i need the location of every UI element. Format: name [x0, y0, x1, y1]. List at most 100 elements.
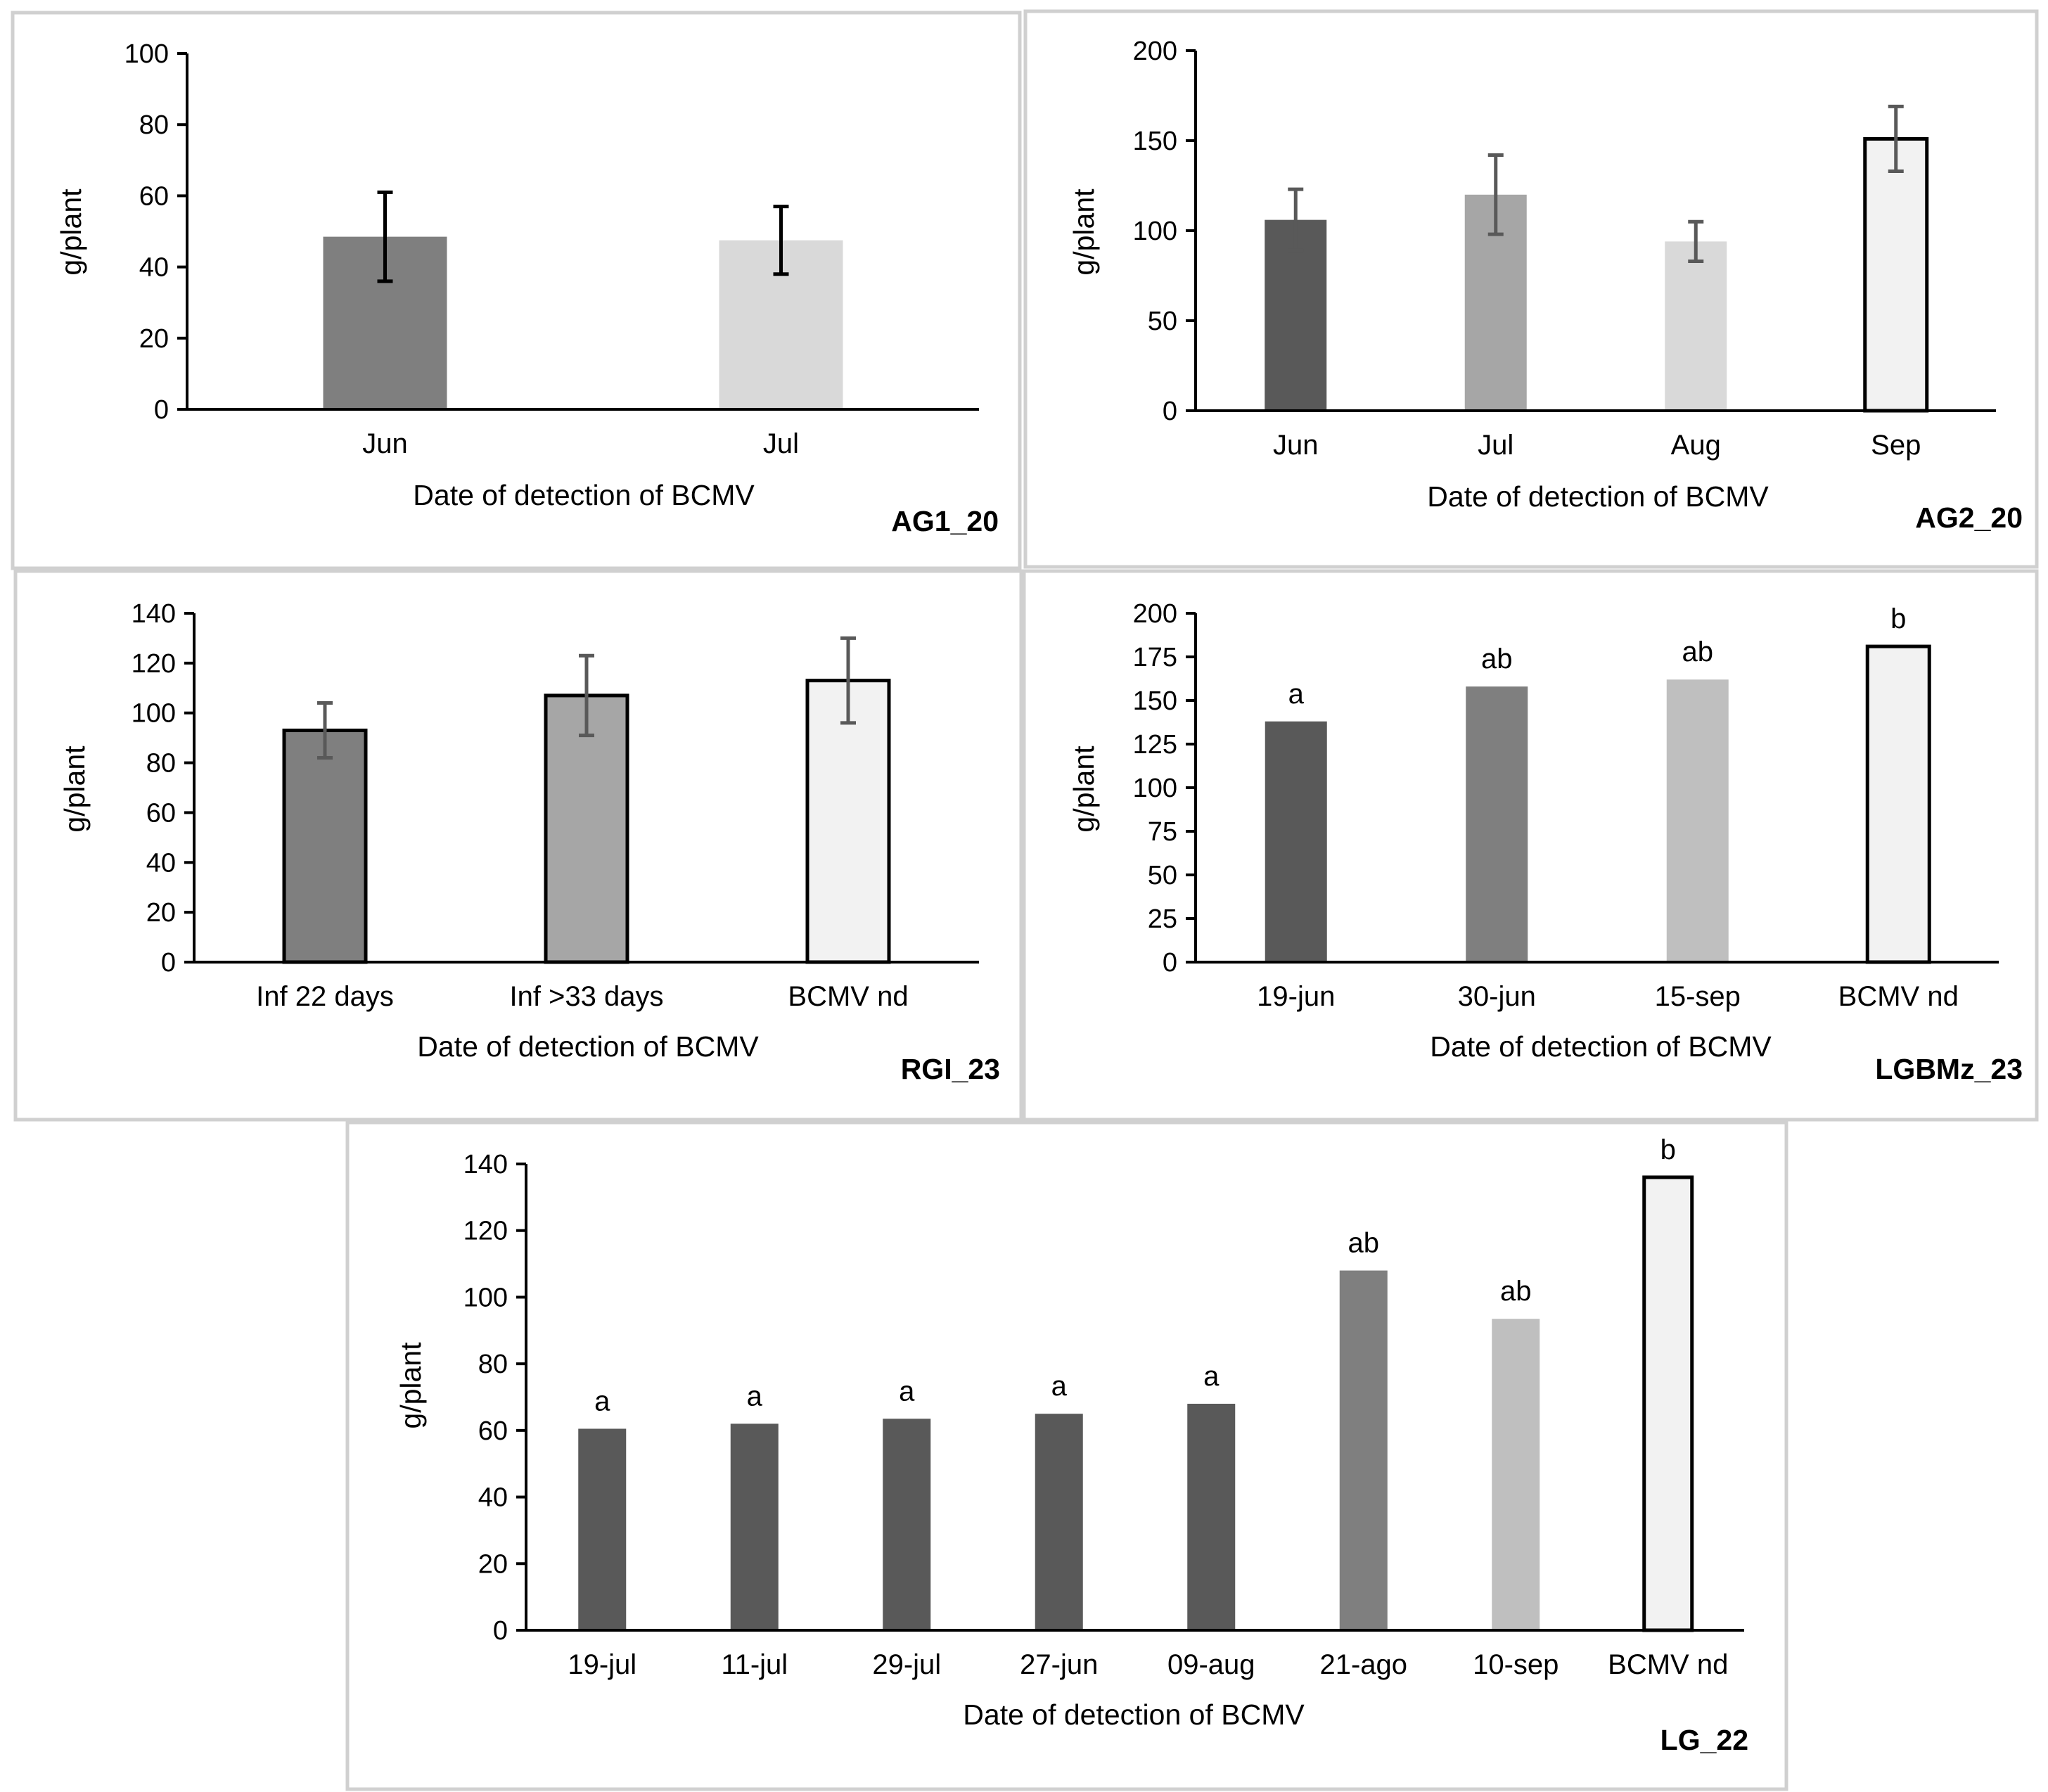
- y-axis-title: g/plant: [58, 745, 91, 833]
- bar-10-sep: [1492, 1319, 1540, 1630]
- bar-19-jul: [578, 1428, 627, 1630]
- y-tick-label: 40: [139, 253, 169, 283]
- chart-panel-ag2_20: 0 50 100 150 200 Jun Jul Aug Sep Date of detectio…: [1023, 9, 2039, 569]
- panel-label: LG_22: [1660, 1724, 1748, 1756]
- significance-letter: a: [1288, 679, 1305, 710]
- panel-label: LGBMz_23: [1875, 1053, 2023, 1085]
- x-tick-label: Jun: [362, 428, 408, 459]
- panel-label: AG1_20: [891, 505, 999, 537]
- significance-letter: ab: [1682, 636, 1714, 667]
- x-tick-label: 30-jun: [1458, 981, 1536, 1012]
- x-tick-label: 09-aug: [1167, 1649, 1255, 1680]
- bar-27-jun: [1035, 1414, 1083, 1630]
- x-tick-label: 19-jun: [1257, 981, 1335, 1012]
- y-tick-label: 80: [478, 1350, 508, 1379]
- y-axis-title: g/plant: [55, 188, 87, 276]
- x-axis-title: Date of detection of BCMV: [1430, 1030, 1772, 1063]
- x-tick-label: Aug: [1671, 430, 1721, 461]
- y-tick-label: 0: [493, 1616, 508, 1646]
- significance-letter: a: [594, 1385, 610, 1416]
- y-tick-label: 20: [478, 1549, 508, 1579]
- bar-29-jul: [883, 1419, 931, 1630]
- chart-panel-lgbmz_23: 0 25 50 75 100 125 150 175 200 a 19-jun ab 30-jun ab 1…: [1022, 569, 2039, 1122]
- bar-sep: [1863, 136, 1929, 413]
- x-tick-label: Jun: [1273, 430, 1319, 461]
- y-tick-label: 20: [139, 324, 169, 354]
- y-tick-label: 0: [154, 395, 169, 425]
- y-tick-label: 60: [139, 181, 169, 211]
- significance-letter: a: [747, 1381, 763, 1412]
- y-tick-label: 150: [1133, 127, 1177, 156]
- significance-letter: a: [1203, 1361, 1220, 1392]
- chart-panel-ag1_20: 0 20 40 60 80 100 Jun Jul Date of detection of B…: [11, 11, 1022, 570]
- y-tick-label: 200: [1133, 37, 1177, 66]
- x-tick-label: 21-ago: [1319, 1649, 1407, 1680]
- bar-21-ago: [1339, 1270, 1388, 1630]
- y-tick-label: 140: [132, 599, 176, 629]
- y-tick-label: 120: [132, 649, 176, 679]
- error-bar: [1688, 219, 1704, 264]
- x-tick-label: 29-jul: [872, 1649, 941, 1680]
- y-tick-label: 50: [1148, 307, 1177, 336]
- y-tick-label: 0: [1163, 948, 1177, 978]
- y-tick-label: 20: [146, 898, 176, 928]
- y-tick-label: 175: [1133, 643, 1177, 672]
- y-tick-label: 60: [146, 798, 176, 828]
- y-tick-label: 120: [463, 1217, 508, 1246]
- x-tick-label: 11-jul: [721, 1649, 788, 1680]
- y-tick-label: 40: [146, 848, 176, 878]
- y-tick-label: 0: [1163, 397, 1177, 426]
- panel-label: RGI_23: [901, 1053, 1000, 1085]
- x-tick-label: Jul: [763, 428, 799, 459]
- x-axis-title: Date of detection of BCMV: [417, 1030, 759, 1063]
- bar-15-sep: [1666, 679, 1729, 962]
- error-bar: [1487, 153, 1504, 236]
- y-tick-label: 75: [1148, 817, 1177, 847]
- significance-letter: ab: [1481, 644, 1513, 674]
- y-tick-label: 100: [463, 1283, 508, 1312]
- x-tick-label: Jul: [1478, 430, 1513, 461]
- bar-inf-33-days: [544, 693, 629, 964]
- x-tick-label: Sep: [1871, 430, 1921, 461]
- significance-letter: b: [1890, 603, 1906, 634]
- bar-19-jun: [1265, 721, 1327, 962]
- y-tick-label: 150: [1133, 686, 1177, 716]
- y-tick-label: 200: [1133, 599, 1177, 629]
- y-tick-label: 125: [1133, 730, 1177, 760]
- bar-30-jun: [1466, 686, 1528, 962]
- x-axis-title: Date of detection of BCMV: [963, 1698, 1305, 1731]
- bar-09-aug: [1187, 1403, 1236, 1630]
- y-tick-label: 100: [124, 39, 169, 69]
- x-tick-label: 27-jun: [1020, 1649, 1098, 1680]
- bar-bcmv-nd: [1642, 1175, 1694, 1632]
- y-tick-label: 50: [1148, 861, 1177, 890]
- x-axis-title: Date of detection of BCMV: [1427, 480, 1769, 513]
- error-bar: [840, 636, 856, 725]
- error-bar: [579, 653, 594, 738]
- x-tick-label: 10-sep: [1473, 1649, 1559, 1680]
- significance-letter: a: [1051, 1371, 1068, 1402]
- x-tick-label: Inf >33 days: [509, 981, 663, 1012]
- y-tick-label: 80: [146, 749, 176, 779]
- bar-bcmv-nd: [805, 679, 891, 964]
- error-bar: [377, 190, 393, 283]
- x-tick-label: 15-sep: [1655, 981, 1741, 1012]
- x-tick-label: BCMV nd: [788, 981, 908, 1012]
- significance-letter: ab: [1500, 1276, 1532, 1307]
- x-axis-title: Date of detection of BCMV: [413, 479, 755, 511]
- chart-panel-rgi_23: 0 20 40 60 80 100 120 140 Inf 22 days Inf >33 day…: [13, 569, 1023, 1122]
- error-bar: [773, 205, 789, 276]
- y-tick-label: 80: [139, 110, 169, 140]
- y-tick-label: 25: [1148, 904, 1177, 934]
- chart-panel-lg_22: 0 20 40 60 80 100 120 140 a 19-jul a 11-jul a 29-jul a…: [345, 1120, 1788, 1791]
- error-bar: [317, 701, 333, 760]
- bar-inf-22-days: [282, 729, 368, 964]
- bar-bcmv-nd: [1865, 644, 1931, 964]
- error-bar: [1888, 104, 1904, 174]
- panel-label: AG2_20: [1915, 501, 2023, 534]
- y-tick-label: 140: [463, 1150, 508, 1179]
- y-tick-label: 0: [161, 948, 176, 978]
- y-tick-label: 100: [1133, 217, 1177, 246]
- y-tick-label: 40: [478, 1483, 508, 1513]
